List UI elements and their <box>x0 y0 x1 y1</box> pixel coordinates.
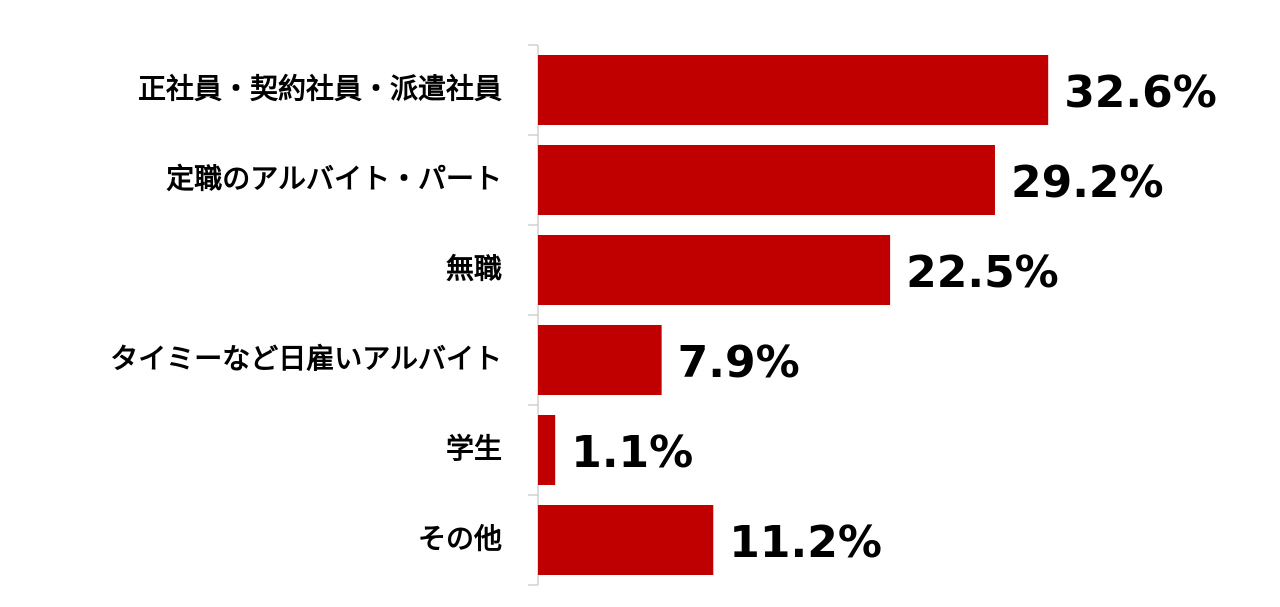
value-label: 32.6% <box>1064 67 1217 118</box>
bar <box>538 325 662 395</box>
category-label: 無職 <box>446 252 502 285</box>
value-label: 1.1% <box>571 427 693 478</box>
bar <box>538 415 556 485</box>
category-label: 定職のアルバイト・パート <box>166 162 502 195</box>
category-label: 正社員・契約社員・派遣社員 <box>138 72 502 105</box>
value-label: 7.9% <box>678 337 800 388</box>
category-label: 学生 <box>446 432 502 465</box>
value-label: 22.5% <box>906 247 1059 298</box>
bar <box>538 505 714 575</box>
category-label: その他 <box>418 522 502 555</box>
bar <box>538 235 891 305</box>
bar <box>538 145 995 215</box>
bar <box>538 55 1049 125</box>
category-label: タイミーなど日雇いアルバイト <box>110 342 502 375</box>
value-label: 11.2% <box>729 517 882 568</box>
value-label: 29.2% <box>1011 157 1164 208</box>
